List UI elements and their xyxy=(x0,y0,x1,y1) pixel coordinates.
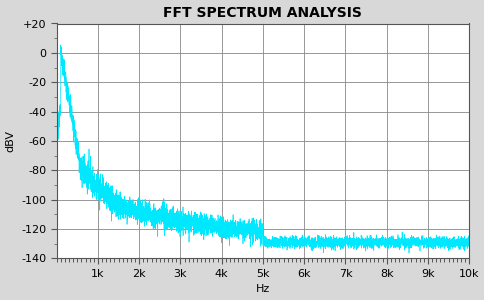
X-axis label: Hz: Hz xyxy=(255,284,270,294)
Title: FFT SPECTRUM ANALYSIS: FFT SPECTRUM ANALYSIS xyxy=(163,6,362,20)
Y-axis label: dBV: dBV xyxy=(5,130,15,152)
